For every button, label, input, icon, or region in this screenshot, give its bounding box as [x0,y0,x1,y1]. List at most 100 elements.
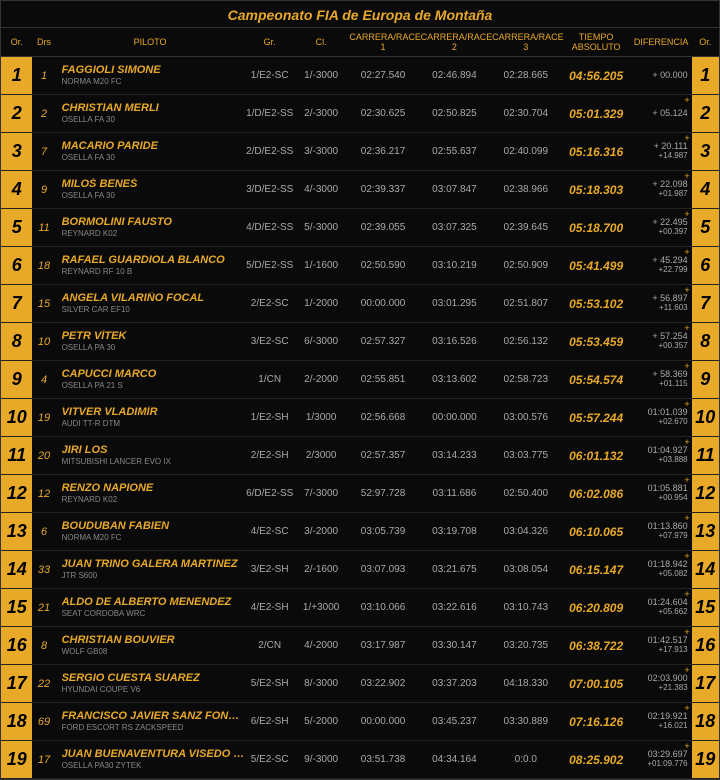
col-or2: Or. [692,28,719,57]
position-right: 16 [692,627,719,665]
pilot-cell: CHRISTIAN BOUVIERWOLF GB08 [56,627,245,665]
position-left: 8 [1,323,32,361]
race2-time: 03:11.686 [419,475,490,513]
table-row: 49MILOŠ BENEŠOSELLA FA 303/D/E2-SS4/-300… [1,171,719,209]
race3-time: 02:38.966 [490,171,561,209]
race2-time: 03:07.325 [419,209,490,247]
col-pilot: PILOTO [56,28,245,57]
table-row: 511BORMOLINI FAUSTOREYNARD K024/D/E2-SS5… [1,209,719,247]
race2-time: 03:10.219 [419,247,490,285]
col-cl: Cl. [295,28,347,57]
pilot-name: MACARIO PARIDE [62,140,245,153]
group: 4/E2-SH [245,589,295,627]
race3-time: 03:30.889 [490,703,561,741]
group: 5/E2-SC [245,741,295,779]
race1-time: 02:30.625 [347,95,418,133]
class: 4/-3000 [295,171,347,209]
difference: ++ 22.495+00.397 [631,209,692,247]
pilot-name: BORMOLINI FAUSTO [62,216,245,229]
difference: +01:18.942+05.082 [631,551,692,589]
difference: + 00.000 [631,57,692,95]
position-right: 7 [692,285,719,323]
plus-icon: + [684,286,689,296]
race3-time: 03:08.054 [490,551,561,589]
pilot-name: FAGGIOLI SIMONE [62,64,245,77]
dorsal: 69 [32,703,55,741]
race3-time: 02:56.132 [490,323,561,361]
position-right: 3 [692,133,719,171]
pilot-name: ALDO DE ALBERTO MENENDEZ [62,596,245,609]
race3-time: 03:04.326 [490,513,561,551]
table-row: 1521ALDO DE ALBERTO MENENDEZSEAT CORDOBA… [1,589,719,627]
position-left: 13 [1,513,32,551]
group: 3/D/E2-SS [245,171,295,209]
pilot-cell: MILOŠ BENEŠOSELLA FA 30 [56,171,245,209]
race3-time: 02:50.909 [490,247,561,285]
diff-gap: +22.799 [631,266,688,275]
position-left: 18 [1,703,32,741]
table-row: 618RAFAEL GUARDIOLA BLANCOREYNARD RF 10 … [1,247,719,285]
group: 6/D/E2-SS [245,475,295,513]
difference: +01:24.604+05.662 [631,589,692,627]
absolute-time: 05:18.700 [561,209,630,247]
position-left: 15 [1,589,32,627]
position-left: 5 [1,209,32,247]
header-row: Or. Drs PILOTO Gr. Cl. CARRERA/RACE 1 CA… [1,28,719,57]
plus-icon: + [684,362,689,372]
table-row: 1019VITVER VLADIMÍRAUDI TT-R DTM1/E2-SH1… [1,399,719,437]
pilot-name: CHRISTIAN MERLI [62,102,245,115]
group: 3/E2-SH [245,551,295,589]
absolute-time: 05:16.316 [561,133,630,171]
position-right: 4 [692,171,719,209]
car-name: OSELLA PA 21 S [62,381,245,391]
class: 6/-3000 [295,323,347,361]
race1-time: 03:22.902 [347,665,418,703]
plus-icon: + [684,438,689,448]
diff-gap: +11.603 [631,304,688,313]
pilot-cell: JIRI LOSMITSUBISHI LANCER EVO IX [56,437,245,475]
col-gr: Gr. [245,28,295,57]
plus-icon: + [684,628,689,638]
car-name: OSELLA PA 30 [62,343,245,353]
race3-time: 02:40.099 [490,133,561,171]
position-left: 17 [1,665,32,703]
difference: +01:01.039+02.670 [631,399,692,437]
results-panel: Campeonato FIA de Europa de Montaña Or. … [0,0,720,780]
dorsal: 8 [32,627,55,665]
table-row: 1869FRANCISCO JAVIER SANZ FONSECAFORD ES… [1,703,719,741]
pilot-cell: FRANCISCO JAVIER SANZ FONSECAFORD ESCORT… [56,703,245,741]
group: 1/CN [245,361,295,399]
dorsal: 17 [32,741,55,779]
car-name: JTR S600 [62,571,245,581]
pilot-cell: RENZO NAPIONEREYNARD K02 [56,475,245,513]
table-row: 11FAGGIOLI SIMONENORMA M20 FC1/E2-SC1/-3… [1,57,719,95]
race3-time: 02:28.665 [490,57,561,95]
position-left: 19 [1,741,32,779]
plus-icon: + [684,704,689,714]
dorsal: 18 [32,247,55,285]
diff-gap: +02.670 [631,418,688,427]
race2-time: 03:07.847 [419,171,490,209]
position-left: 3 [1,133,32,171]
race3-time: 02:30.704 [490,95,561,133]
col-dif: DIFERENCIA [631,28,692,57]
absolute-time: 05:53.102 [561,285,630,323]
dorsal: 33 [32,551,55,589]
pilot-cell: CHRISTIAN MERLIOSELLA FA 30 [56,95,245,133]
race1-time: 00:00.000 [347,703,418,741]
race1-time: 52:97.728 [347,475,418,513]
absolute-time: 07:16.126 [561,703,630,741]
dorsal: 20 [32,437,55,475]
pilot-name: MILOŠ BENEŠ [62,178,245,191]
dorsal: 22 [32,665,55,703]
plus-icon: + [684,96,689,106]
race2-time: 03:13.602 [419,361,490,399]
dorsal: 4 [32,361,55,399]
group: 1/E2-SH [245,399,295,437]
class: 7/-3000 [295,475,347,513]
plus-icon: + [684,210,689,220]
car-name: MITSUBISHI LANCER EVO IX [62,457,245,467]
table-row: 94CAPUCCI MARCOOSELLA PA 21 S1/CN2/-2000… [1,361,719,399]
difference: +01:42.517+17.913 [631,627,692,665]
group: 1/D/E2-SS [245,95,295,133]
